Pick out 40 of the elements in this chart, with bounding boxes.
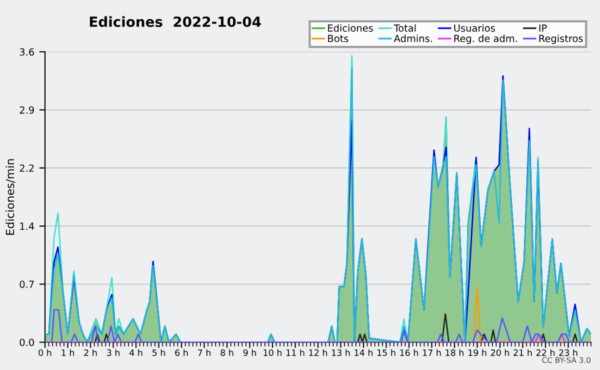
y-tick-label: 0.7 (20, 280, 34, 288)
legend-label: Usuarios (454, 24, 495, 32)
x-tick-label: 1 h (62, 349, 74, 356)
legend-label: Registros (539, 34, 583, 44)
x-tick-label: 12 h (309, 349, 327, 356)
x-tick-label: 22 h (536, 349, 554, 356)
legend-label: Bots (328, 34, 348, 42)
x-tick-label: 7 h (198, 349, 210, 356)
x-tick-label: 21 h (514, 349, 532, 356)
x-tick-label: 9 h (243, 349, 256, 356)
legend-label: Reg. de adm. (454, 34, 517, 44)
x-tick-label: 16 h (400, 349, 418, 356)
y-tick-label: 3.6 (20, 48, 34, 56)
x-tick-label: 17 h (422, 349, 441, 356)
x-tick-label: 0 h (38, 349, 52, 356)
chart-title: Ediciones 2022-10-04 (90, 16, 261, 27)
x-tick-label: 6 h (175, 349, 188, 356)
y-tick-label: 1.4 (20, 222, 34, 230)
x-tick-label: 3 h (106, 349, 120, 356)
x-tick-label: 10 h (264, 349, 282, 356)
y-tick-label: 2.2 (20, 164, 34, 172)
x-tick-label: 5 h (152, 349, 165, 356)
x-tick-label: 15 h (377, 349, 396, 356)
legend-label: IP (539, 24, 547, 32)
x-tick-label: 11 h (286, 349, 304, 356)
y-tick-label: 0.0 (20, 338, 34, 346)
x-tick-label: 23 h (559, 349, 578, 356)
x-tick-label: 4 h (129, 349, 142, 356)
x-tick-label: 18 h (446, 349, 464, 356)
x-tick-label: 13 h (332, 349, 350, 356)
x-tick-label: 8 h (220, 349, 234, 356)
y-tick-label: 2.9 (20, 106, 34, 114)
legend-label: Ediciones (328, 24, 373, 32)
x-tick-label: 2 h (84, 349, 97, 356)
legend-label: Total (394, 24, 416, 32)
x-tick-label: 14 h (354, 349, 372, 356)
x-tick-label: 19 h (468, 349, 486, 356)
legend-label: Admins. (394, 34, 432, 42)
x-tick-label: 20 h (490, 349, 509, 356)
y-axis-title: Ediciones/min (6, 159, 16, 235)
